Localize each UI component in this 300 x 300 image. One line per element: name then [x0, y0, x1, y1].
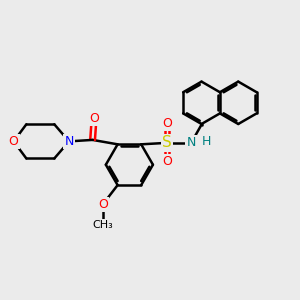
Text: S: S [162, 135, 172, 150]
Text: CH₃: CH₃ [92, 220, 113, 230]
Text: H: H [202, 135, 211, 148]
Text: N: N [64, 135, 74, 148]
Text: O: O [162, 155, 172, 169]
Text: O: O [162, 117, 172, 130]
Text: O: O [98, 198, 108, 211]
Text: O: O [9, 135, 19, 148]
Text: N: N [187, 136, 196, 149]
Text: O: O [89, 112, 99, 125]
